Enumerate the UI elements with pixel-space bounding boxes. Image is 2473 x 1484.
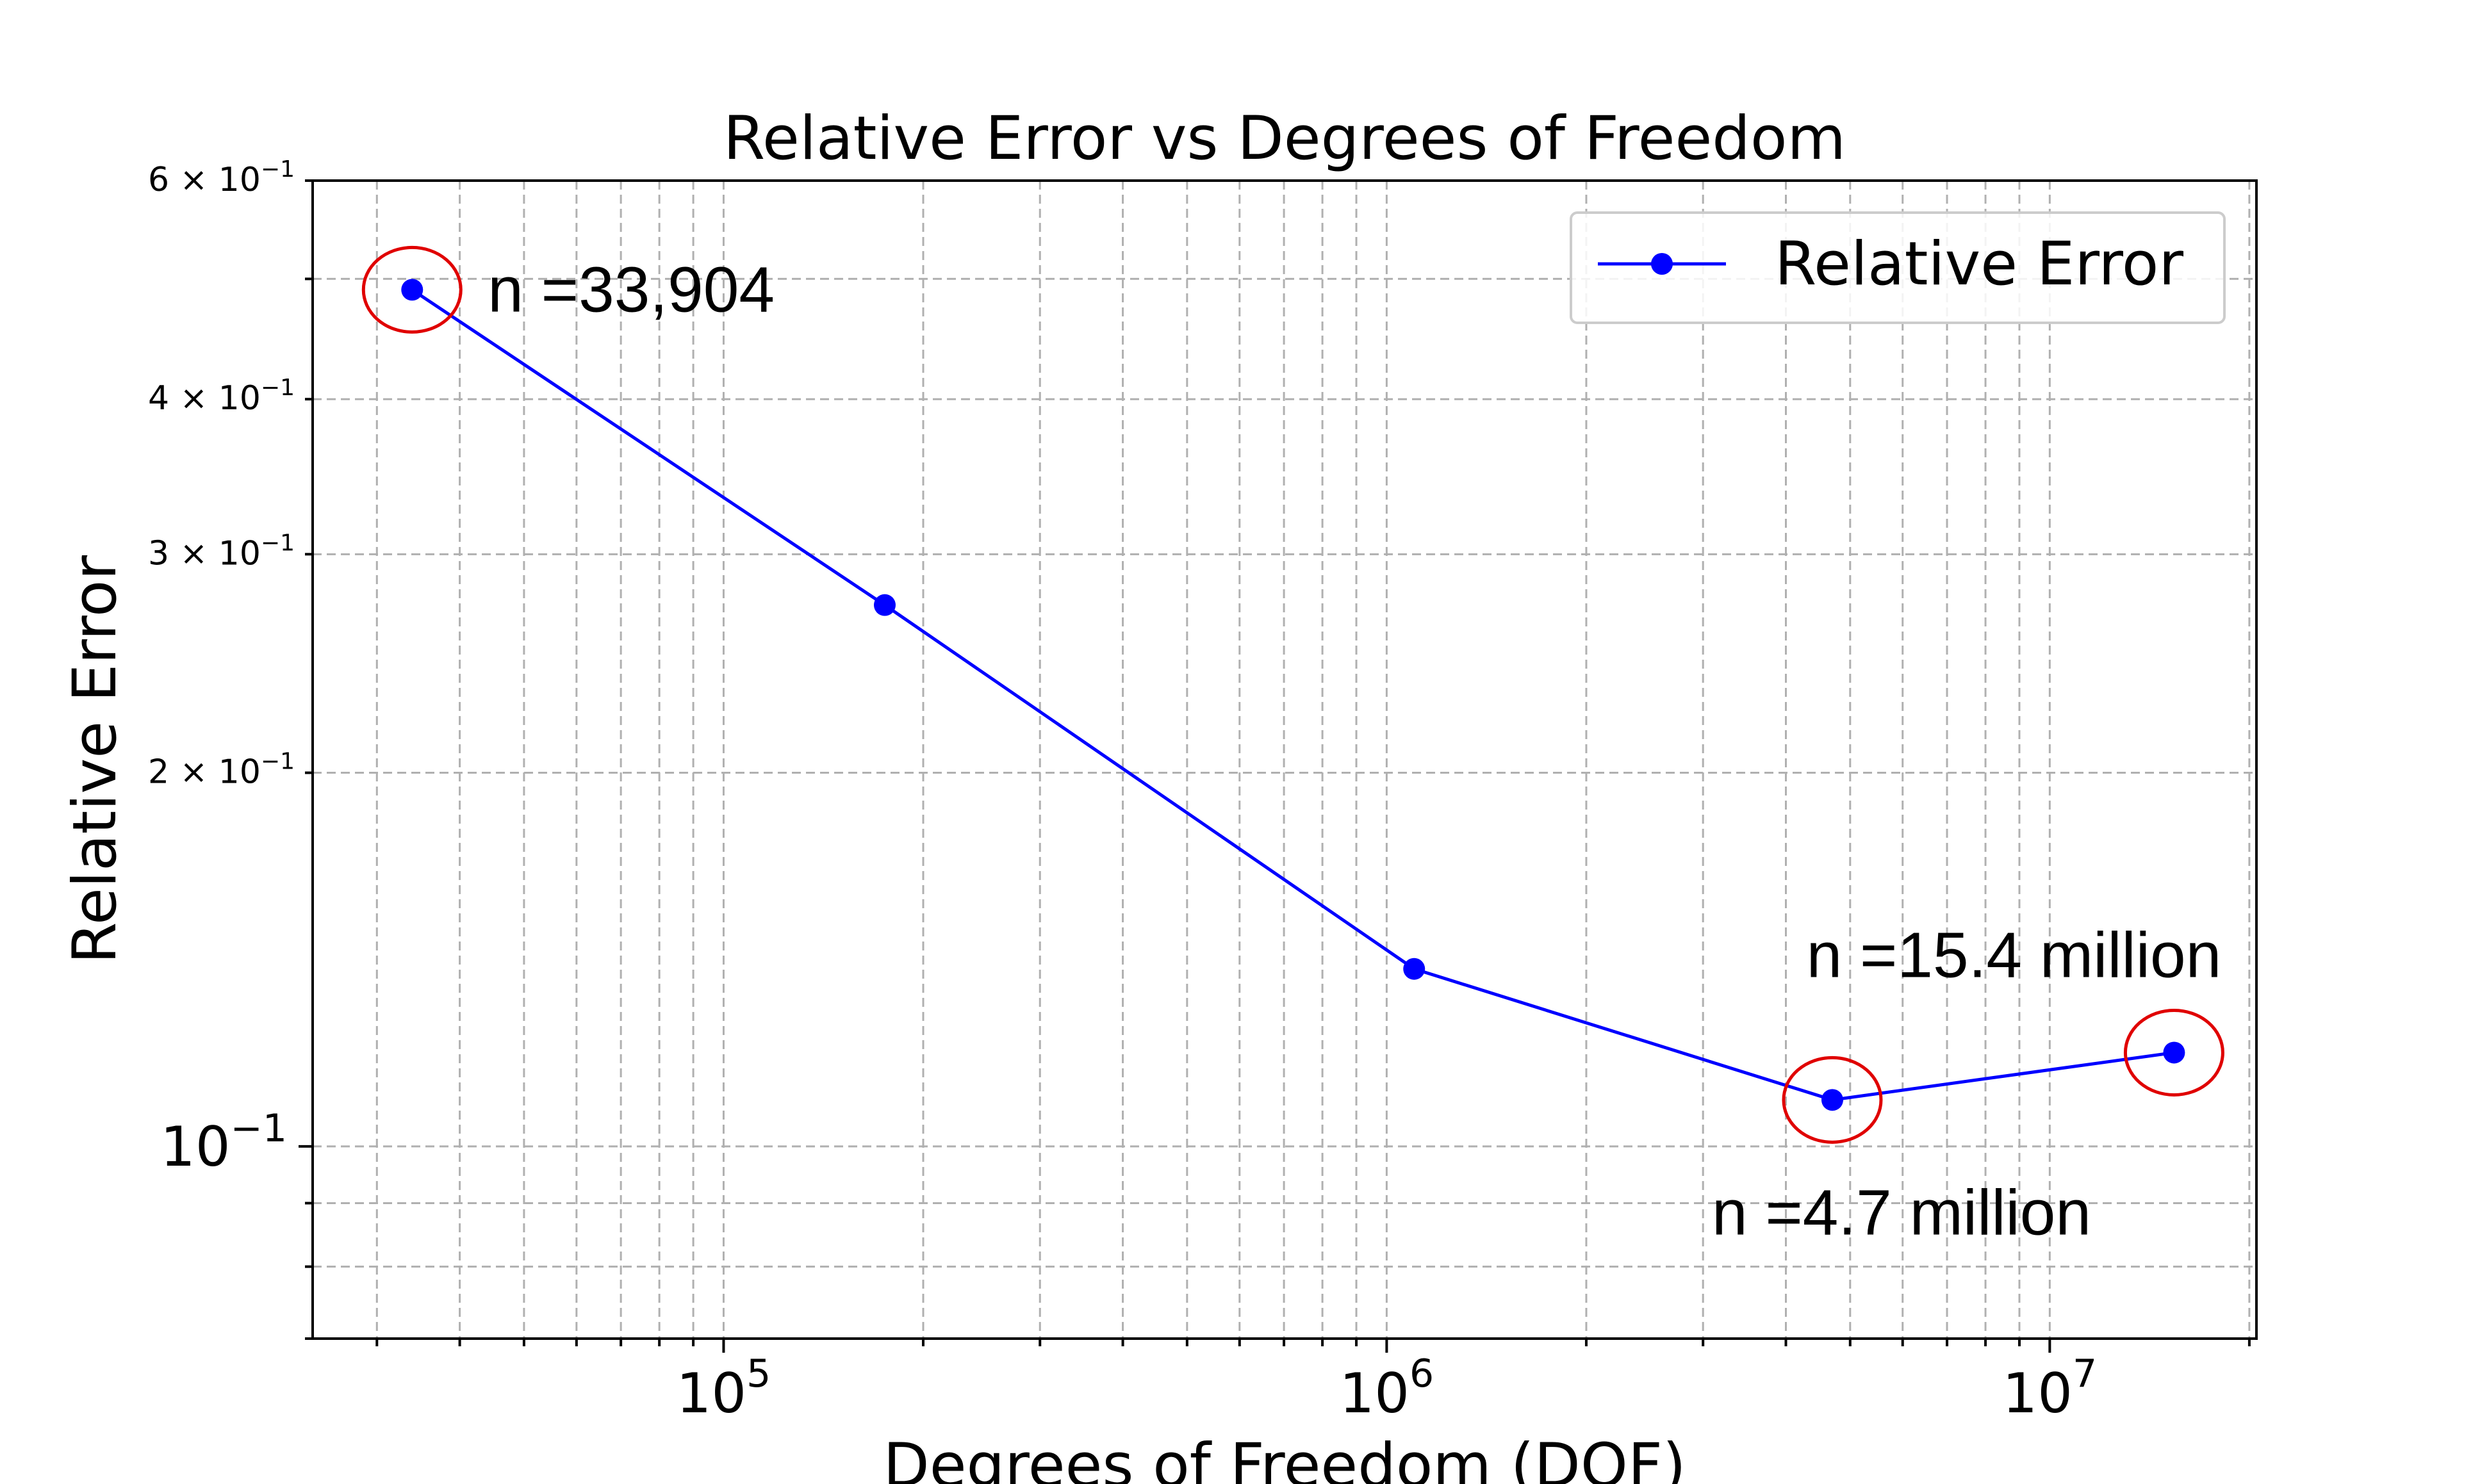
x-tick-label: 105 <box>677 1351 771 1426</box>
y-tick-label: 2 × 10−1 <box>148 749 295 792</box>
series-relative-error <box>401 279 2185 1111</box>
annotation-label: n =15.4 million <box>1807 919 2222 991</box>
data-point <box>873 594 896 616</box>
y-tick-label: 10−1 <box>160 1106 287 1179</box>
highlight-circle <box>361 245 463 334</box>
annotation-label: n =33,904 <box>488 254 775 325</box>
y-tick-label: 6 × 10−1 <box>148 156 295 199</box>
legend-box <box>1570 211 2226 324</box>
legend: Relative Error <box>1570 211 2226 324</box>
annotation-label: n =4.7 million <box>1712 1177 2091 1248</box>
data-point <box>1821 1089 1843 1111</box>
legend-label: Relative Error <box>1775 229 2183 299</box>
annotations: n =33,904 n =4.7 million n =15.4 million <box>361 245 2224 1248</box>
data-point <box>2163 1041 2185 1064</box>
data-point <box>1403 958 1425 980</box>
x-tick-label: 107 <box>2003 1351 2098 1426</box>
highlight-circle <box>2123 1008 2224 1097</box>
x-tick-label: 106 <box>1340 1351 1434 1426</box>
y-tick-label: 3 × 10−1 <box>148 530 295 573</box>
x-axis-label: Degrees of Freedom (DOF) <box>883 1431 1686 1484</box>
legend-marker <box>1651 253 1673 275</box>
y-axis-label: Relative Error <box>60 555 130 964</box>
highlight-circle <box>1782 1056 1883 1144</box>
plot-frame <box>311 179 2258 1340</box>
axis-ticks: 105 106 107 6 × 10−1 4 × 10−1 3 × 10−1 2 × 10−… <box>148 156 2251 1426</box>
chart-title: Relative Error vs Degrees of Freedom <box>723 104 1846 174</box>
y-tick-label: 4 × 10−1 <box>148 375 295 418</box>
grid <box>313 179 2256 1340</box>
data-point <box>401 279 423 301</box>
